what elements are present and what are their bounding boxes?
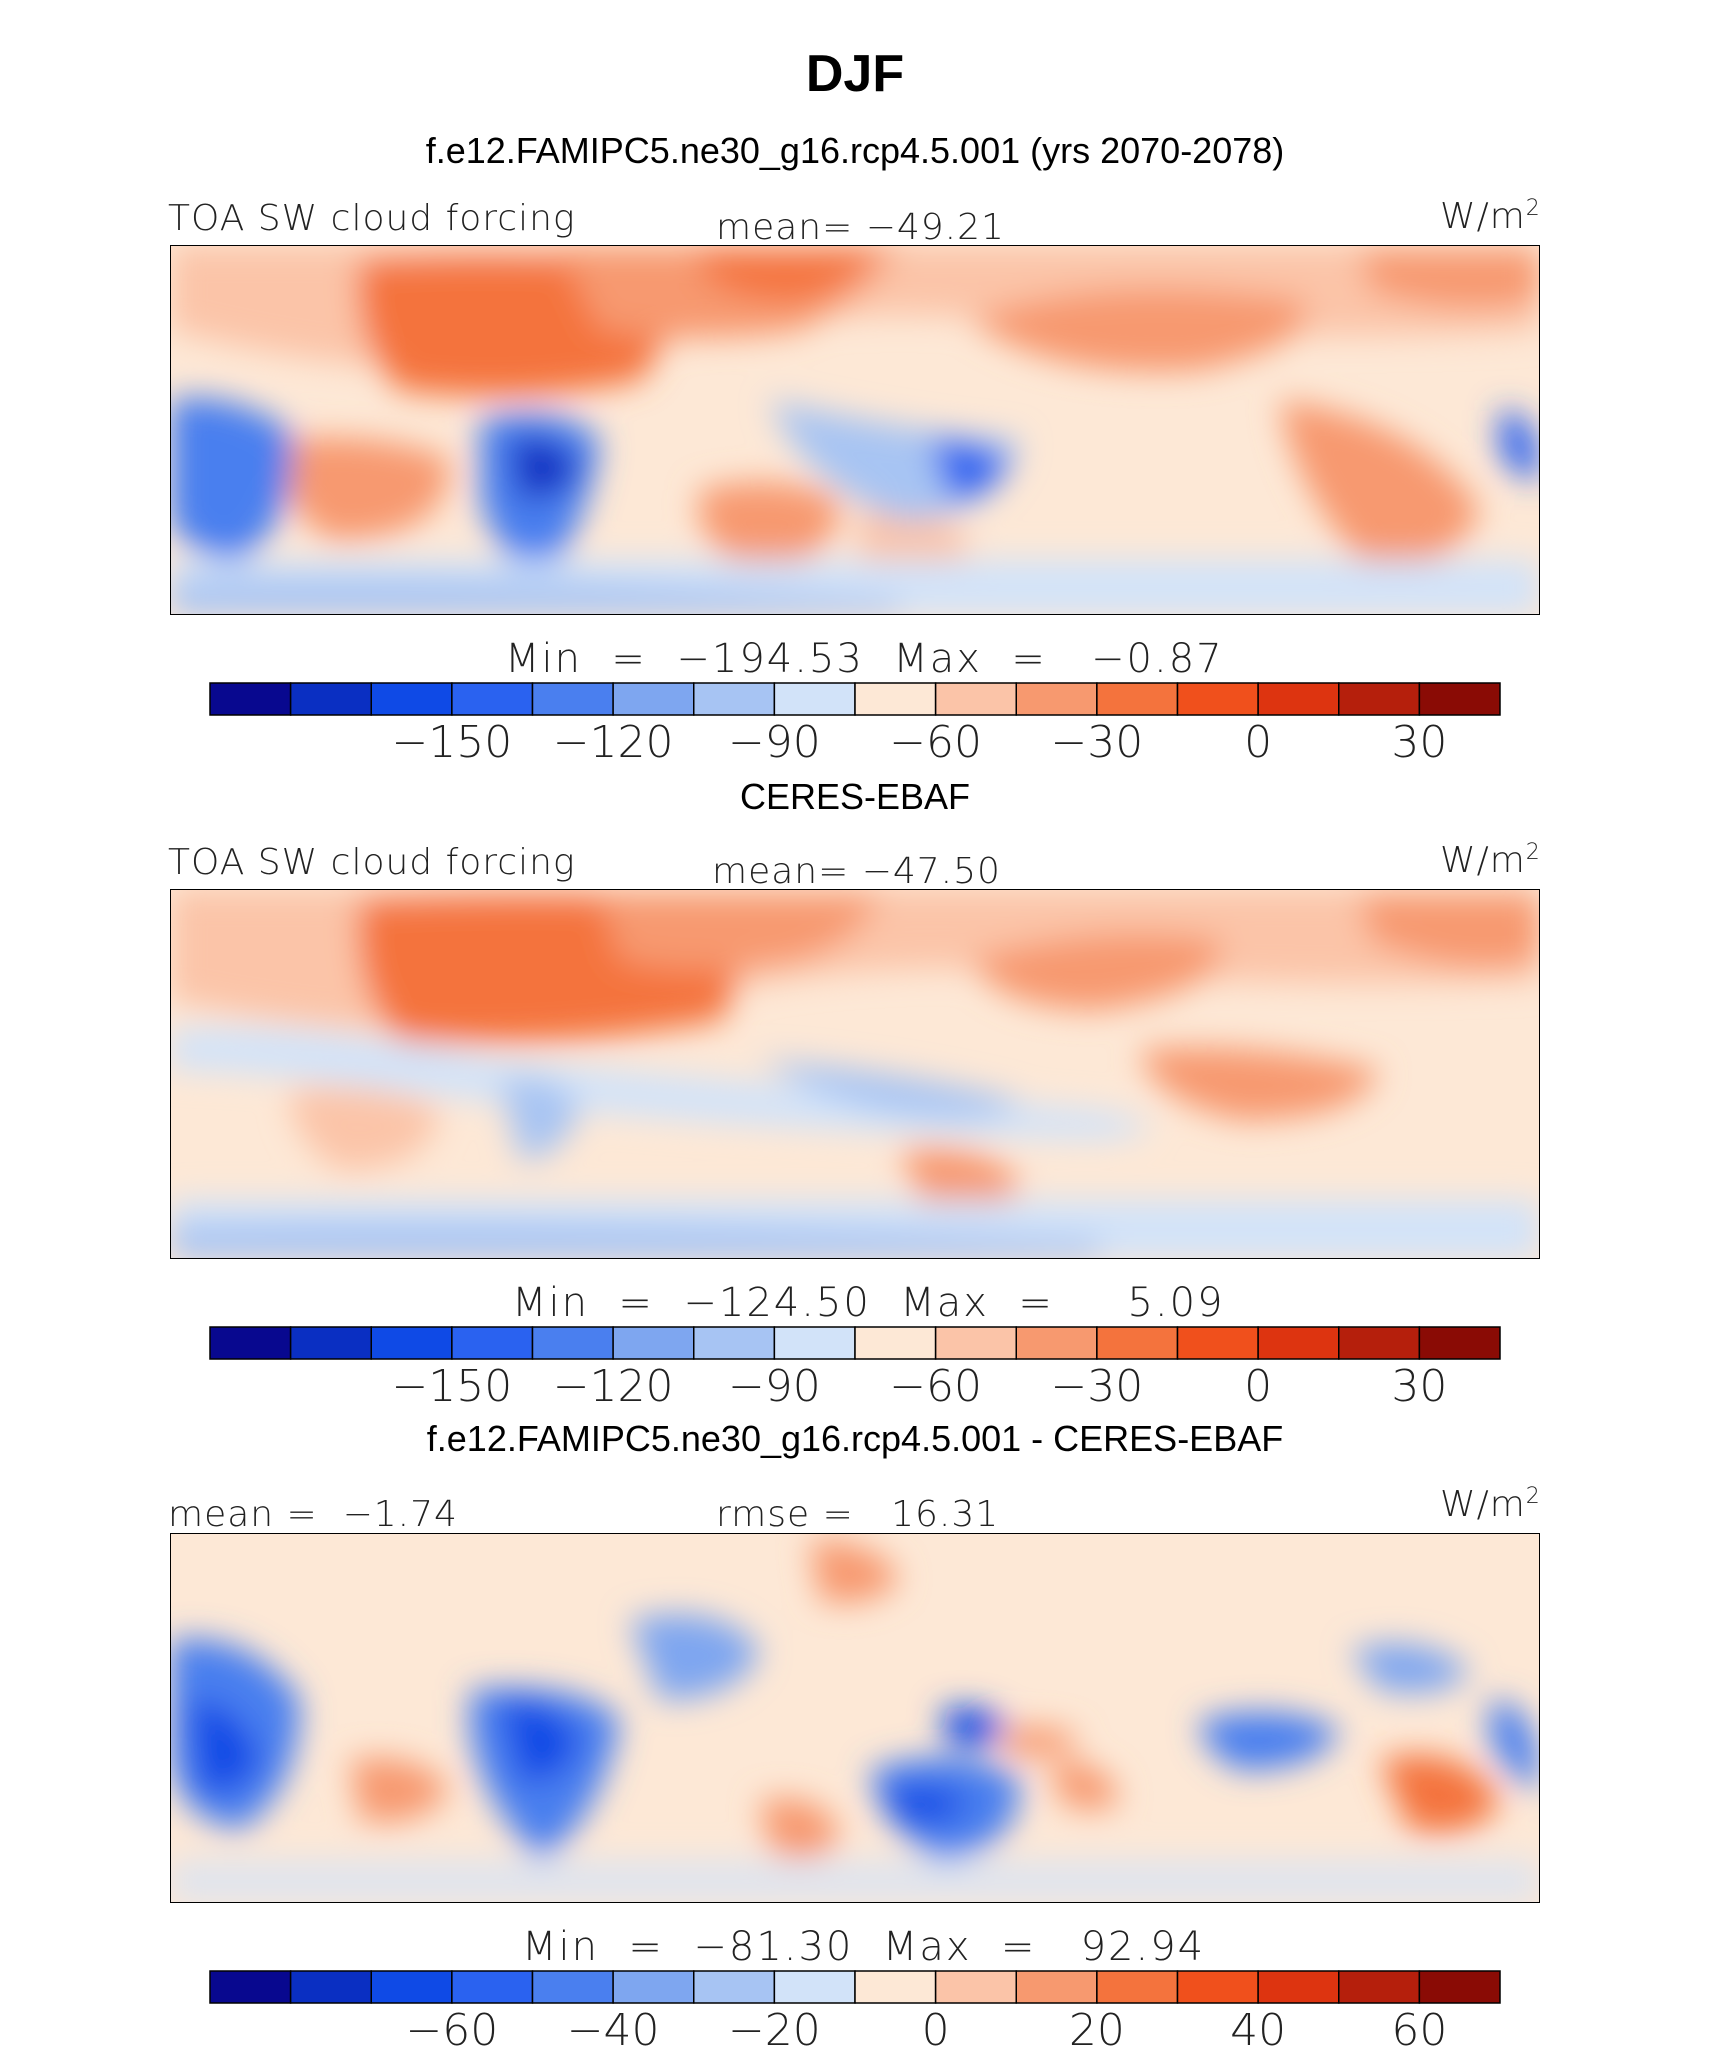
colorbar-box: [451, 1326, 534, 1360]
colorbar-box: [1418, 1326, 1501, 1360]
colorbar-box: [531, 682, 614, 716]
colorbar-box: [934, 1326, 1017, 1360]
colorbar-box: [1338, 1970, 1421, 2004]
colorbar-tick-label: −60: [889, 1361, 983, 1412]
colorbar-box: [370, 682, 453, 716]
panel-3-rmse-label: rmse = 16.31: [716, 1494, 1000, 1535]
colorbar-box: [370, 1326, 453, 1360]
panel-2-variable-label: TOA SW cloud forcing: [168, 842, 576, 883]
colorbar-box: [1257, 1326, 1340, 1360]
colorbar-box: [209, 1970, 292, 2004]
panel-3-subtitle: f.e12.FAMIPC5.ne30_g16.rcp4.5.001 - CERE…: [426, 1418, 1284, 1459]
panel-2-mean-label: mean= −47.50: [712, 851, 1001, 892]
figure-title: DJF: [805, 45, 905, 103]
panel-3-map: [170, 1533, 1540, 1903]
colorbar-tick-label: 30: [1391, 717, 1448, 768]
panel-1-colorbar: [209, 682, 1501, 716]
panel-1-mean-label: mean= −49.21: [716, 207, 1005, 248]
colorbar-tick-label: −120: [552, 717, 674, 768]
panel-1-map: [170, 245, 1540, 615]
colorbar-box: [612, 682, 695, 716]
colorbar-box: [1015, 1326, 1098, 1360]
colorbar-box: [370, 1970, 453, 2004]
colorbar-box: [289, 1970, 372, 2004]
colorbar-box: [1096, 1326, 1179, 1360]
colorbar-tick-label: 60: [1391, 2005, 1448, 2056]
panel-1-minmax: Min = −194.53 Max = −0.87: [505, 636, 1224, 682]
colorbar-box: [1418, 682, 1501, 716]
colorbar-box: [1015, 1970, 1098, 2004]
colorbar-tick-label: −90: [727, 1361, 821, 1412]
colorbar-box: [1176, 1326, 1259, 1360]
panel-3-units: W/m2: [1440, 1484, 1541, 1525]
colorbar-box: [1338, 682, 1421, 716]
colorbar-box: [209, 1326, 292, 1360]
panel-1-units: W/m2: [1440, 196, 1541, 237]
colorbar-box: [1176, 1970, 1259, 2004]
colorbar-box: [531, 1970, 614, 2004]
colorbar-box: [1176, 682, 1259, 716]
colorbar-tick-label: −30: [1050, 717, 1144, 768]
colorbar-box: [693, 682, 776, 716]
panel-2-subtitle: CERES-EBAF: [739, 776, 971, 817]
panel-3-mean-label: mean = −1.74: [168, 1494, 458, 1535]
colorbar-box: [531, 1326, 614, 1360]
colorbar-box: [1015, 682, 1098, 716]
panel-1-subtitle: f.e12.FAMIPC5.ne30_g16.rcp4.5.001 (yrs 2…: [425, 130, 1285, 171]
colorbar-box: [1096, 1970, 1179, 2004]
colorbar-box: [451, 1970, 534, 2004]
colorbar-box: [854, 1326, 937, 1360]
colorbar-tick-label: −150: [391, 717, 513, 768]
panel-3-colorbar: [209, 1970, 1501, 2004]
colorbar-tick-label: 0: [1244, 717, 1273, 768]
colorbar-tick-label: −60: [889, 717, 983, 768]
colorbar-box: [854, 1970, 937, 2004]
colorbar-box: [612, 1326, 695, 1360]
colorbar-tick-label: 30: [1391, 1361, 1448, 1412]
panel-2-units: W/m2: [1440, 840, 1541, 881]
colorbar-box: [1257, 1970, 1340, 2004]
colorbar-box: [1338, 1326, 1421, 1360]
colorbar-box: [1418, 1970, 1501, 2004]
colorbar-box: [1096, 682, 1179, 716]
panel-2-map: [170, 889, 1540, 1259]
colorbar-box: [773, 1326, 856, 1360]
panel-2-minmax: Min = −124.50 Max = 5.09: [512, 1280, 1225, 1326]
colorbar-box: [693, 1326, 776, 1360]
colorbar-box: [934, 682, 1017, 716]
colorbar-box: [773, 1970, 856, 2004]
colorbar-tick-label: 0: [1244, 1361, 1273, 1412]
panel-3-minmax: Min = −81.30 Max = 92.94: [522, 1924, 1206, 1970]
colorbar-box: [289, 682, 372, 716]
colorbar-box: [934, 1970, 1017, 2004]
colorbar-tick-label: −150: [391, 1361, 513, 1412]
colorbar-box: [451, 682, 534, 716]
colorbar-tick-label: −30: [1050, 1361, 1144, 1412]
colorbar-box: [209, 682, 292, 716]
colorbar-box: [693, 1970, 776, 2004]
colorbar-box: [854, 682, 937, 716]
colorbar-box: [1257, 682, 1340, 716]
colorbar-box: [773, 682, 856, 716]
colorbar-box: [612, 1970, 695, 2004]
panel-2-colorbar: [209, 1326, 1501, 1360]
colorbar-tick-label: −90: [727, 717, 821, 768]
colorbar-tick-label: −120: [552, 1361, 674, 1412]
colorbar-box: [289, 1326, 372, 1360]
panel-1-variable-label: TOA SW cloud forcing: [168, 198, 576, 239]
